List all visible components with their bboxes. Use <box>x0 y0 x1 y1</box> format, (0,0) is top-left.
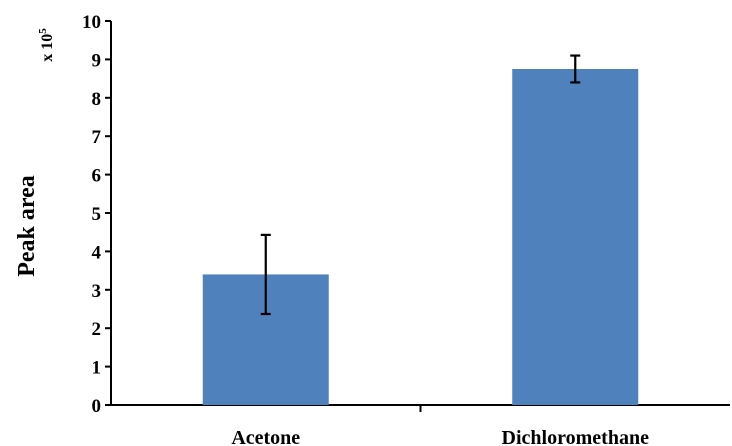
y-tick-label-6: 6 <box>92 166 102 187</box>
y-tick-label-8: 8 <box>92 89 102 110</box>
y-tick-label-9: 9 <box>92 50 102 71</box>
y-tick-label-1: 1 <box>92 358 102 379</box>
y-axis-title: Peak area <box>14 175 40 277</box>
y-tick-label-0: 0 <box>92 396 102 417</box>
y-tick-label-7: 7 <box>92 127 102 148</box>
y-tick-label-2: 2 <box>92 319 102 340</box>
y-tick-label-5: 5 <box>92 204 102 225</box>
y-axis-multiplier: x 105 <box>37 28 56 62</box>
bar-dichloromethane <box>512 69 639 405</box>
y-tick-label-10: 10 <box>82 12 101 33</box>
plot-area: 0 1 2 3 4 5 6 7 8 9 10 Acetone Dichloromethane <box>82 12 730 446</box>
y-tick-label-3: 3 <box>92 281 102 302</box>
x-category-label-dichloromethane: Dichloromethane <box>502 427 650 446</box>
y-tick-label-4: 4 <box>92 242 102 263</box>
x-category-label-acetone: Acetone <box>231 427 300 446</box>
